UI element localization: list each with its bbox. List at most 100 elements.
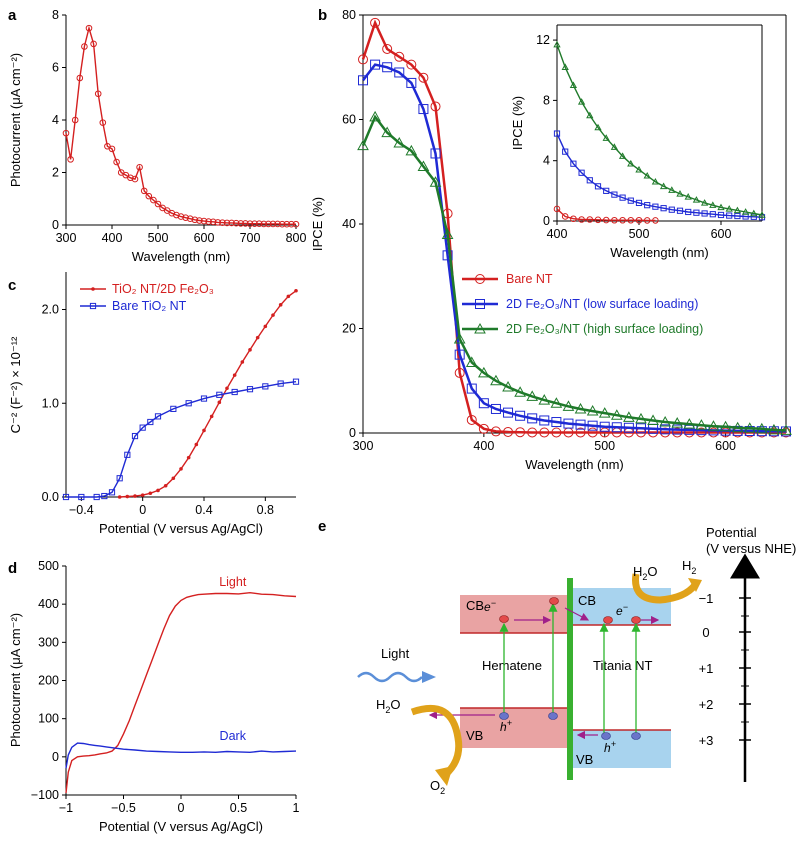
panel-c-point [194, 442, 199, 447]
panel-b-inset-ytick-label: 12 [536, 33, 550, 47]
panel-a-xtick-label: 500 [148, 231, 169, 245]
panel-c-point [202, 428, 206, 433]
panel-b-point [358, 75, 368, 86]
panel-b-point [659, 415, 671, 427]
potential-tick-label: −1 [699, 591, 714, 606]
panel-b-inset-point [685, 208, 692, 216]
panel-b-point [551, 417, 562, 428]
panel-b-inset-point [586, 177, 593, 184]
panel-b-series-2-line [361, 114, 787, 432]
panel-a-xtick-label: 800 [286, 231, 307, 245]
water-oxidation-arrow [410, 704, 463, 778]
panel-b-inset-point [676, 190, 684, 197]
panel-a-point [246, 220, 254, 227]
panel-c-ytick-label: 2.0 [42, 303, 59, 317]
panel-b-inset-point [692, 196, 701, 203]
water-reduction-arrow [632, 573, 698, 604]
panel-b-inset-point [594, 216, 602, 224]
panel-b-point [599, 421, 610, 432]
panel-b-point [610, 409, 623, 420]
panel-a-xtick-label: 400 [102, 231, 123, 245]
panel-b-point [430, 148, 441, 159]
panel-b-point [647, 414, 659, 425]
panel-b-inset-xlabel: Wavelength (nm) [610, 245, 709, 260]
panel-b-inset-point [594, 183, 602, 190]
panel-a-point [145, 192, 153, 200]
panel-b-inset-series-0-markers [553, 205, 659, 224]
panel-b-point [478, 366, 490, 378]
panel-b-inset-series-0-line [556, 208, 656, 222]
panel-b-inset-point [578, 216, 585, 223]
panel-b-point [430, 101, 441, 112]
light-wave [357, 671, 423, 683]
panel-b-inset-chart: 400 500 600 0 4 8 12 Wavelength (nm) IPCE (%) [510, 24, 766, 260]
panel-b-point [575, 427, 586, 438]
panel-d-ytick-label: −100 [31, 788, 59, 802]
panel-c-point [101, 492, 108, 500]
panel-b-inset-point [693, 209, 700, 216]
panel-c-point [179, 467, 183, 471]
panel-b-xtick-label: 300 [353, 439, 374, 453]
panel-b-point [598, 407, 611, 418]
panel-c-point [124, 451, 131, 458]
panel-b-inset-point [602, 134, 610, 141]
panel-b-inset-point [684, 193, 692, 200]
panel-b-inset-point [644, 202, 651, 209]
panel-b-series-2-markers [357, 110, 792, 435]
titania-cb-label: CB [578, 593, 596, 608]
panel-b-point [490, 426, 501, 437]
panel-a-point [219, 219, 226, 226]
panel-a-ytick-label: 4 [52, 113, 59, 127]
panel-b-inset-ytick-label: 4 [543, 154, 550, 168]
panel-letter-e: e [318, 518, 326, 535]
panel-a-point [140, 187, 148, 195]
panel-c-point [139, 424, 146, 431]
panel-b-inset-series-2-line [556, 44, 763, 216]
panel-b-inset-point [734, 212, 741, 220]
panel-b-inset-point [709, 201, 717, 208]
panel-c-point [277, 380, 284, 387]
panel-b-inset-point [635, 165, 643, 173]
panel-c-point [117, 495, 122, 499]
panel-c-point [216, 391, 223, 398]
panel-b-point [405, 144, 418, 156]
panel-b-point [417, 160, 430, 172]
panel-b-inset-xtick-label: 400 [547, 227, 568, 241]
panel-b-point [382, 43, 393, 54]
panel-b-inset-xtick-label: 600 [711, 227, 732, 241]
panel-b-inset-point [602, 216, 610, 224]
panel-b-point [587, 420, 598, 431]
panel-b-inset-point [586, 111, 594, 119]
potential-axis-title: Potential [706, 525, 757, 540]
panel-b-inset-point [611, 216, 618, 224]
panel-c-point [170, 405, 177, 412]
panel-e-band-diagram: CB CB VB VB Hematene Titania NT Light e−… [357, 525, 796, 796]
panel-letter-b: b [318, 7, 327, 24]
panel-b-point [683, 418, 696, 429]
titania-vb-label: VB [576, 752, 593, 767]
panel-c-point [246, 386, 254, 393]
panel-b-point [707, 420, 720, 431]
panel-b-inset-point [627, 216, 635, 224]
panel-b-inset-point [660, 205, 667, 212]
panel-b-inset-point [561, 213, 569, 220]
panel-c-point [163, 483, 168, 488]
panel-b-inset-point [627, 159, 635, 167]
panel-c-point [93, 493, 100, 501]
panel-b-point [611, 422, 622, 433]
panel-a-point [154, 200, 162, 208]
panel-c-point [154, 413, 162, 420]
panel-c-series-1-line [66, 381, 297, 498]
panel-b-inset-ytick-label: 0 [543, 214, 550, 228]
panel-d-ylabel: Photocurrent (μA cm⁻²) [8, 613, 23, 747]
panel-b-xlabel: Wavelength (nm) [525, 457, 624, 472]
panel-b-inset-point [750, 209, 758, 217]
panel-b-ytick-label: 80 [342, 8, 356, 22]
panel-d-ytick-label: 0 [52, 750, 59, 764]
panel-c-point [108, 489, 116, 496]
panel-letter-c: c [8, 277, 16, 294]
panel-a-point [71, 116, 79, 124]
panel-b-point [370, 17, 381, 28]
panel-b-point [538, 394, 551, 405]
